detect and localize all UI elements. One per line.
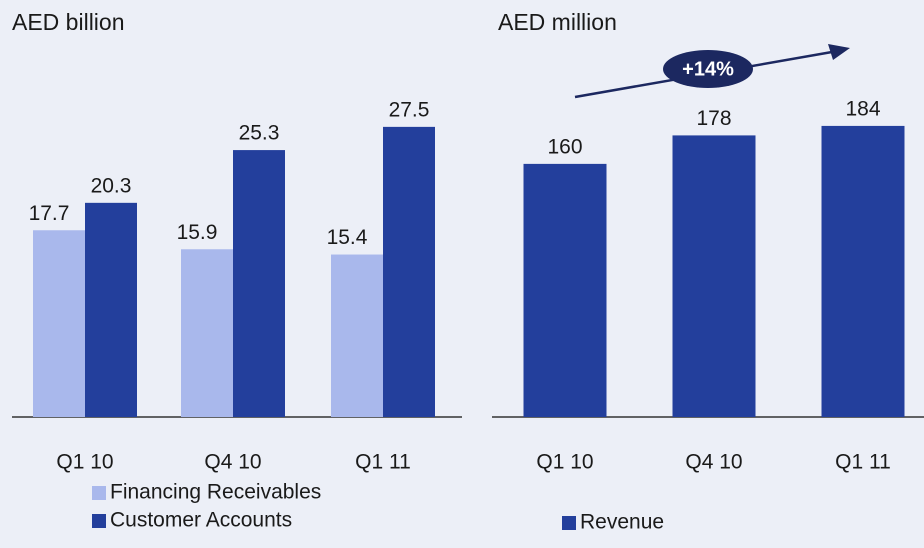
chart-title: AED million	[498, 9, 617, 35]
x-tick-label: Q1 11	[355, 451, 411, 474]
legend-label: Financing Receivables	[110, 481, 321, 504]
bar	[85, 202, 137, 417]
bar	[33, 230, 85, 417]
bar	[383, 126, 435, 417]
legend-label: Customer Accounts	[110, 509, 292, 532]
x-tick-label: Q4 10	[204, 451, 261, 474]
bar	[331, 254, 383, 417]
data-label: 20.3	[91, 174, 132, 197]
x-tick-label: Q1 10	[536, 451, 593, 474]
annotation-badge	[663, 50, 753, 88]
legend-swatch	[92, 486, 106, 500]
bar	[523, 163, 607, 417]
data-label: 25.3	[239, 122, 280, 145]
legend-swatch	[562, 516, 576, 530]
bar	[672, 135, 756, 418]
legend-swatch	[92, 514, 106, 528]
data-label: 17.7	[29, 202, 70, 225]
bar	[821, 125, 905, 418]
data-label: 27.5	[389, 98, 430, 121]
bar	[181, 249, 233, 417]
x-tick-label: Q1 10	[56, 451, 113, 474]
data-label: 160	[547, 135, 582, 158]
bar	[233, 150, 285, 417]
data-label: 184	[845, 97, 880, 120]
annotation: +14%	[682, 58, 734, 80]
data-label: 15.4	[327, 226, 368, 249]
x-tick-label: Q1 11	[835, 451, 891, 474]
data-label: 178	[696, 107, 731, 130]
chart-title: AED billion	[12, 9, 125, 35]
arrow-head	[828, 44, 850, 60]
x-tick-label: Q4 10	[685, 451, 742, 474]
data-label: 15.9	[177, 221, 218, 244]
legend-label: Revenue	[580, 511, 664, 534]
